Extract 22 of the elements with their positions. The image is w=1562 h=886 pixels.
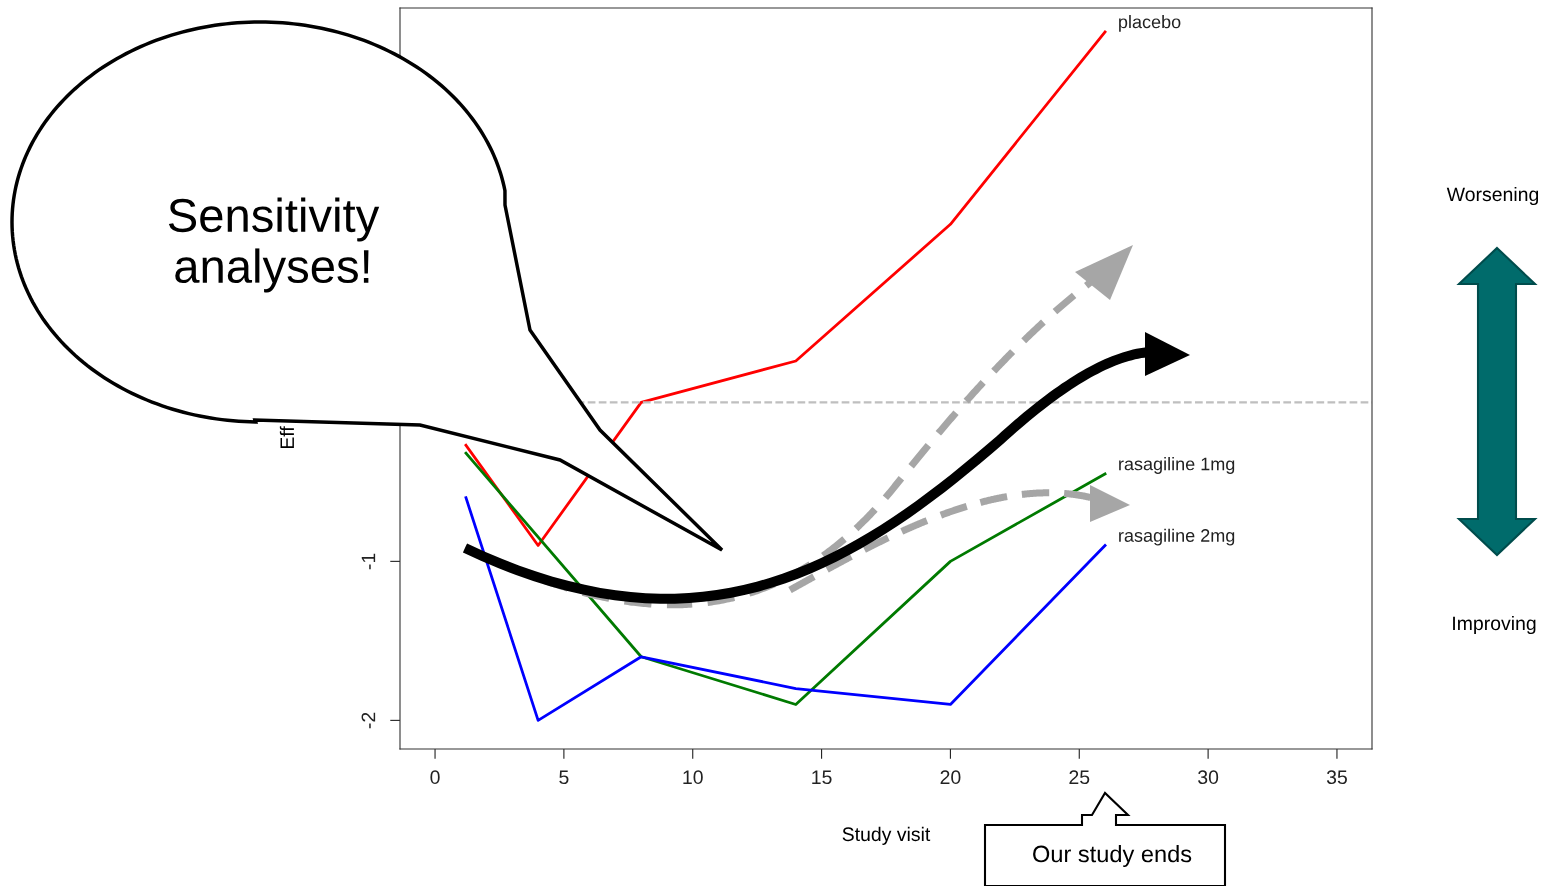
series-label: rasagiline 2mg (1119, 528, 1235, 546)
x-tick-label: 0 (430, 770, 440, 785)
line-series (464, 30, 1107, 547)
x-tick-label: 5 (559, 770, 569, 785)
x-tick-label: 35 (1326, 770, 1347, 785)
text: Our study ends (1033, 844, 1192, 868)
x-tick-label: 30 (1198, 770, 1219, 785)
x-tick-label: 25 (1069, 770, 1090, 785)
text: Improving (1453, 615, 1536, 635)
x-axis-title: Study visit (842, 826, 931, 845)
y-tick-label: -1 (361, 553, 376, 570)
text: Sensitivity analyses! (168, 197, 380, 293)
series-label: placebo (1119, 15, 1181, 32)
y-tick-label: -2 (361, 712, 376, 729)
text: Worsening (1446, 186, 1539, 206)
y-axis-title: Eff (279, 426, 294, 449)
series-label: rasagiline 1mg (1119, 457, 1235, 474)
x-tick-label: 10 (683, 770, 703, 785)
line-series (464, 451, 1107, 706)
line-series (464, 496, 1107, 722)
x-tick-label: 15 (812, 770, 832, 785)
x-tick-label: 20 (940, 770, 961, 785)
